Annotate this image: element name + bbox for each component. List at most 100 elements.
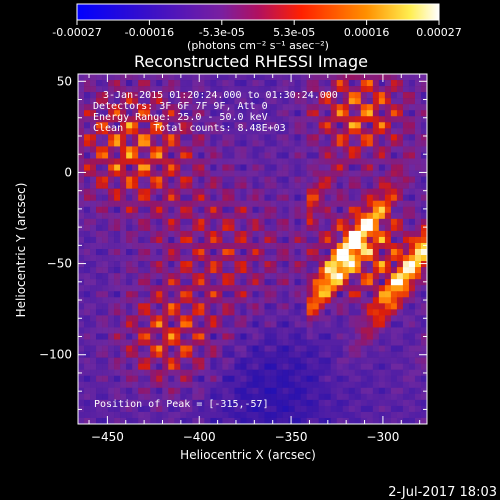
heatmap-cell xyxy=(396,116,404,123)
heatmap-cell xyxy=(258,200,265,208)
heatmap-cell xyxy=(126,411,133,419)
heatmap-cell xyxy=(240,279,247,286)
heatmap-cell xyxy=(348,387,356,395)
heatmap-cell xyxy=(282,140,289,147)
heatmap-cell xyxy=(234,206,241,214)
heatmap-cell xyxy=(246,387,253,395)
heatmap-cell xyxy=(84,255,91,262)
heatmap-cell xyxy=(84,188,91,195)
heatmap-cell xyxy=(258,122,265,129)
heatmap-cell xyxy=(156,387,163,395)
heatmap-cell xyxy=(252,200,259,208)
heatmap-cell xyxy=(372,249,380,256)
heatmap-cell xyxy=(282,80,289,87)
heatmap-cell xyxy=(234,303,241,310)
heatmap-cell xyxy=(384,375,392,383)
heatmap-cell xyxy=(156,122,163,129)
heatmap-cell xyxy=(396,194,404,202)
heatmap-cell xyxy=(198,86,205,93)
heatmap-cell xyxy=(384,405,392,413)
heatmap-cell xyxy=(132,182,139,189)
heatmap-cell xyxy=(84,333,91,340)
heatmap-cell xyxy=(138,188,145,195)
heatmap-cell xyxy=(210,128,217,135)
heatmap-cell xyxy=(264,104,271,111)
heatmap-cell xyxy=(168,116,175,123)
heatmap-cell xyxy=(360,411,368,419)
heatmap-cell xyxy=(384,224,392,232)
heatmap-cell xyxy=(150,351,157,358)
heatmap-cell xyxy=(330,357,338,364)
heatmap-cell xyxy=(78,363,85,370)
heatmap-cell xyxy=(270,267,277,274)
heatmap-cell xyxy=(252,273,259,280)
heatmap-cell xyxy=(108,351,115,358)
heatmap-cell xyxy=(378,387,386,395)
heatmap-cell xyxy=(180,303,187,310)
heatmap-cell xyxy=(294,200,301,208)
heatmap-cell xyxy=(408,303,416,310)
heatmap-cell xyxy=(312,381,319,389)
heatmap-cell xyxy=(246,261,253,268)
heatmap-cell xyxy=(84,74,91,81)
heatmap-cell xyxy=(408,321,416,328)
heatmap-cell xyxy=(186,86,193,93)
heatmap-cell xyxy=(144,170,151,177)
heatmap-cell xyxy=(90,230,97,238)
heatmap-cell xyxy=(294,212,301,220)
heatmap-cell xyxy=(318,110,326,117)
heatmap-cell xyxy=(270,339,277,346)
heatmap-cell xyxy=(228,357,235,364)
heatmap-cell xyxy=(138,86,145,93)
heatmap-cell xyxy=(282,158,289,165)
heatmap-cell xyxy=(264,333,271,340)
heatmap-cell xyxy=(414,206,422,214)
heatmap-cell xyxy=(264,98,271,105)
heatmap-cell xyxy=(102,218,109,226)
heatmap-cell xyxy=(342,375,350,383)
heatmap-cell xyxy=(102,351,109,358)
heatmap-cell xyxy=(408,176,416,183)
heatmap-cell xyxy=(84,399,91,407)
heatmap-cell xyxy=(384,176,392,183)
heatmap-cell xyxy=(330,321,338,328)
heatmap-cell xyxy=(96,158,103,165)
heatmap-cell xyxy=(222,327,229,334)
heatmap-cell xyxy=(276,369,283,377)
heatmap-cell xyxy=(312,405,319,413)
heatmap-cell xyxy=(222,224,229,232)
heatmap-cell xyxy=(198,242,205,250)
heatmap-cell xyxy=(246,242,253,250)
heatmap-cell xyxy=(162,164,169,171)
heatmap-cell xyxy=(114,249,121,256)
heatmap-cell xyxy=(168,134,175,141)
heatmap-cell xyxy=(216,321,223,328)
heatmap-cell xyxy=(312,327,319,334)
heatmap-cell xyxy=(78,194,85,202)
heatmap-cell xyxy=(222,249,229,256)
heatmap-cell xyxy=(150,194,157,202)
heatmap-cell xyxy=(120,200,127,208)
heatmap-cell xyxy=(162,122,169,129)
heatmap-cell xyxy=(354,158,362,165)
heatmap-cell xyxy=(306,158,313,165)
colorbar-tick-label: -0.00016 xyxy=(125,26,174,39)
heatmap-cell xyxy=(114,255,121,262)
heatmap-cell xyxy=(360,128,368,135)
heatmap-cell xyxy=(414,80,422,87)
heatmap-cell xyxy=(234,212,241,220)
heatmap-cell xyxy=(150,182,157,189)
heatmap-cell xyxy=(246,285,253,292)
heatmap-cell xyxy=(228,261,235,268)
heatmap-cell xyxy=(402,279,410,286)
heatmap-cell xyxy=(360,170,368,177)
heatmap-cell xyxy=(420,80,427,87)
heatmap-cell xyxy=(78,92,85,99)
heatmap-cell xyxy=(390,297,398,304)
heatmap-cell xyxy=(348,176,356,183)
heatmap-cell xyxy=(354,303,362,310)
heatmap-cell xyxy=(186,285,193,292)
heatmap-cell xyxy=(276,417,283,424)
heatmap-cell xyxy=(282,333,289,340)
heatmap-cell xyxy=(186,405,193,413)
